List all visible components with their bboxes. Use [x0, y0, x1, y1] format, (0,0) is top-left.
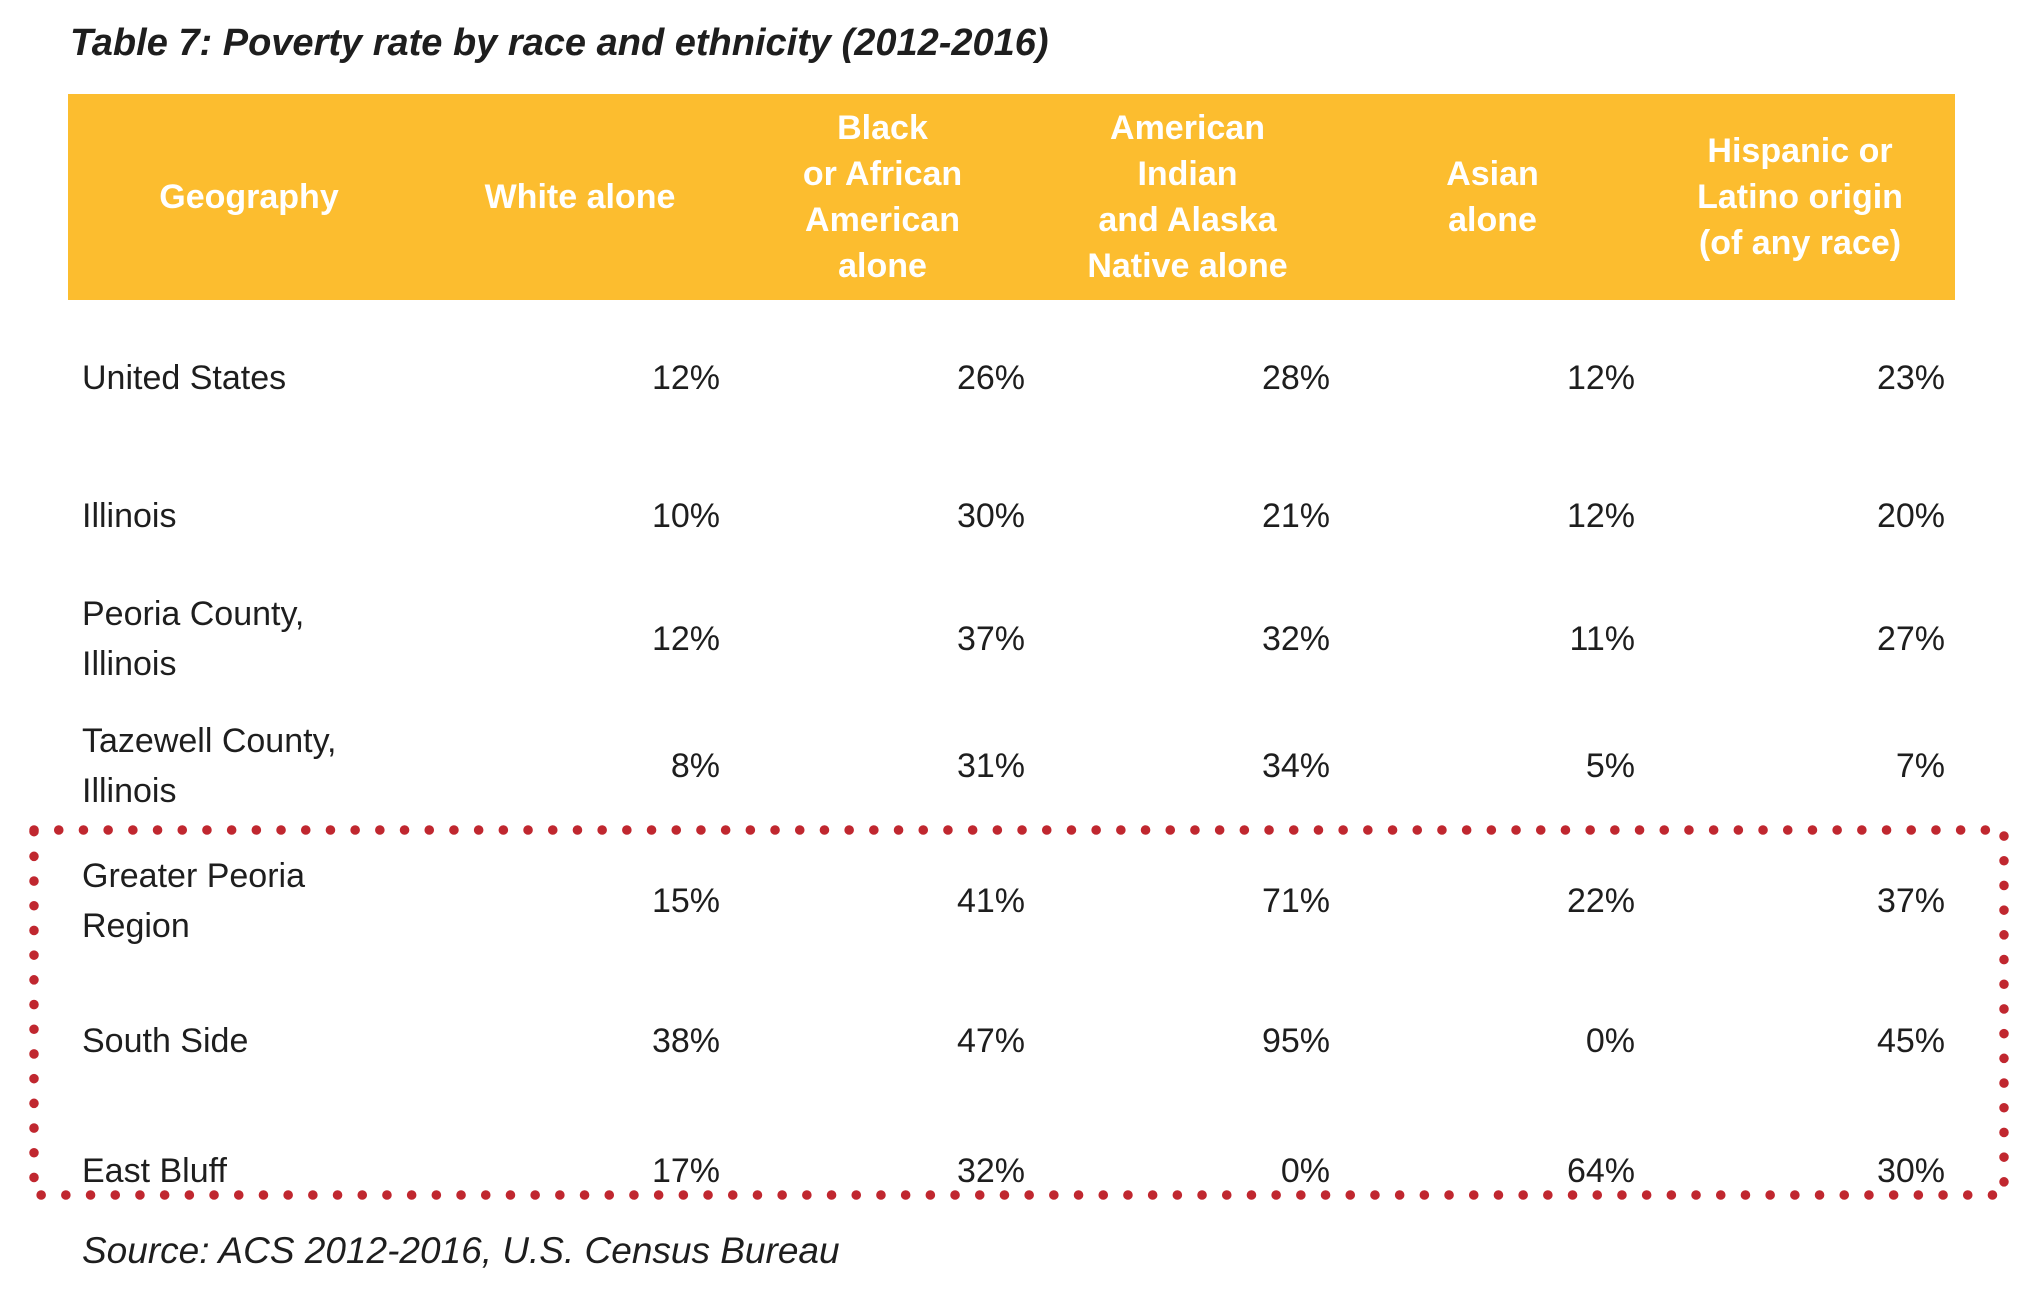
- value-cell: 34%: [1261, 747, 1330, 785]
- value-cell: 37%: [1876, 882, 1945, 920]
- value-cell: 12%: [1566, 497, 1635, 535]
- table-header: Geography White alone Black or African A…: [68, 94, 1955, 300]
- value-cell: 8%: [670, 747, 720, 785]
- value-cell: 37%: [956, 619, 1025, 658]
- column-header-black-or-african-american-alone: Black or African American alone: [730, 94, 1035, 300]
- value-cell: 47%: [956, 1022, 1025, 1060]
- geography-cell: Peoria County, Illinois: [82, 594, 305, 683]
- value-cell: 38%: [651, 1022, 720, 1060]
- table-row: United States 12% 26% 28% 12% 23%: [68, 300, 1955, 456]
- table-row: Illinois 10% 30% 21% 12% 20%: [68, 456, 1955, 576]
- value-cell: 17%: [651, 1152, 720, 1190]
- value-cell: 12%: [651, 619, 720, 658]
- value-cell: 5%: [1585, 747, 1635, 785]
- value-cell: 12%: [1566, 359, 1635, 397]
- value-cell: 21%: [1261, 497, 1330, 535]
- geography-cell: Tazewell County, Illinois: [82, 722, 337, 810]
- geography-cell: Greater Peoria Region: [82, 857, 305, 945]
- value-cell: 45%: [1876, 1022, 1945, 1060]
- value-cell: 32%: [1261, 619, 1330, 658]
- value-cell: 27%: [1876, 619, 1945, 658]
- value-cell: 0%: [1585, 1022, 1635, 1060]
- table-title: Table 7: Poverty rate by race and ethnic…: [70, 22, 1049, 64]
- value-cell: 12%: [651, 359, 720, 397]
- table-row-highlighted: Greater Peoria Region 15% 41% 71% 22% 37%: [68, 831, 1955, 971]
- table-row: Tazewell County, Illinois 8% 31% 34% 5% 7%: [68, 701, 1955, 831]
- geography-cell: Illinois: [82, 497, 177, 535]
- value-cell: 30%: [1876, 1152, 1945, 1190]
- table-body: United States 12% 26% 28% 12% 23% Illinois 10% 3…: [68, 300, 1955, 1231]
- column-header-american-indian-alaska-native-alone: American Indian and Alaska Native alone: [1035, 94, 1340, 300]
- value-cell: 22%: [1566, 882, 1635, 920]
- value-cell: 10%: [651, 497, 720, 535]
- column-header-hispanic-latino-origin: Hispanic or Latino origin (of any race): [1645, 94, 1955, 300]
- geography-cell: South Side: [82, 1022, 249, 1060]
- geography-cell: United States: [82, 359, 287, 397]
- value-cell: 64%: [1566, 1152, 1635, 1190]
- value-cell: 31%: [956, 747, 1025, 785]
- value-cell: 20%: [1876, 497, 1945, 535]
- value-cell: 26%: [956, 359, 1025, 397]
- table-row-highlighted: East Bluff 17% 32% 0% 64% 30%: [68, 1111, 1955, 1231]
- value-cell: 28%: [1261, 359, 1330, 397]
- value-cell: 95%: [1261, 1022, 1330, 1060]
- geography-cell: East Bluff: [82, 1152, 227, 1190]
- value-cell: 30%: [956, 497, 1025, 535]
- value-cell: 0%: [1280, 1152, 1330, 1190]
- value-cell: 71%: [1261, 882, 1330, 920]
- source-note: Source: ACS 2012-2016, U.S. Census Burea…: [82, 1230, 840, 1271]
- value-cell: 7%: [1895, 747, 1945, 785]
- poverty-table: Geography White alone Black or African A…: [68, 94, 1955, 1231]
- table-row: Peoria County, Illinois 12% 37% 32% 11% 27%: [68, 576, 1955, 701]
- value-cell: 32%: [956, 1152, 1025, 1190]
- column-header-asian-alone: Asian alone: [1340, 94, 1645, 300]
- table-row-highlighted: South Side 38% 47% 95% 0% 45%: [68, 971, 1955, 1111]
- value-cell: 23%: [1876, 359, 1945, 397]
- column-header-geography: Geography: [68, 94, 430, 300]
- header-row: Geography White alone Black or African A…: [68, 94, 1955, 300]
- value-cell: 15%: [651, 882, 720, 920]
- column-header-white-alone: White alone: [430, 94, 730, 300]
- value-cell: 11%: [1569, 619, 1635, 658]
- value-cell: 41%: [956, 882, 1025, 920]
